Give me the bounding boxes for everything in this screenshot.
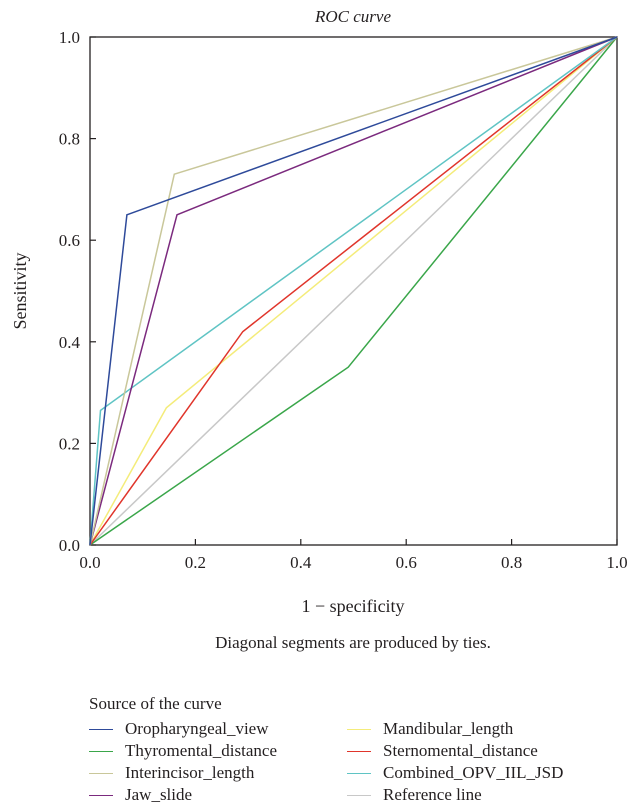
series-line-mandibular-length — [89, 36, 618, 546]
legend-label: Reference line — [383, 785, 482, 804]
plot-frame — [89, 36, 618, 546]
y-tick-label: 1.0 — [59, 28, 80, 47]
series-line-interincisor-length — [89, 36, 618, 546]
y-tick-label: 0.8 — [59, 130, 80, 149]
legend-item: Mandibular_length — [347, 718, 607, 740]
series-line-reference-line — [89, 36, 618, 546]
y-tick-label: 0.0 — [59, 536, 80, 555]
legend: Source of the curve Oropharyngeal_view Ma… — [89, 694, 629, 806]
y-axis-label: Sensitivity — [10, 252, 30, 329]
legend-item: Interincisor_length — [89, 762, 347, 784]
legend-swatch — [89, 772, 113, 774]
legend-item: Reference line — [347, 784, 607, 806]
series-line-thyromental-distance — [89, 36, 618, 546]
legend-swatch — [347, 728, 371, 730]
series-line-sternomental-distance — [89, 36, 618, 546]
x-tick-label: 0.8 — [501, 553, 522, 572]
y-tick-label: 0.4 — [59, 333, 81, 352]
x-tick-label: 0.2 — [185, 553, 206, 572]
legend-label: Combined_OPV_IIL_JSD — [383, 763, 564, 782]
series-line-combined-opv-iil-jsd — [89, 36, 618, 546]
legend-label: Sternomental_distance — [383, 741, 538, 760]
chart-note: Diagonal segments are produced by ties. — [215, 633, 491, 652]
y-tick-label: 0.6 — [59, 231, 80, 250]
series-line-jaw-slide — [89, 36, 618, 546]
x-tick-label: 0.4 — [290, 553, 312, 572]
legend-label: Interincisor_length — [125, 763, 255, 782]
legend-item: Oropharyngeal_view — [89, 718, 347, 740]
legend-swatch — [89, 728, 113, 730]
legend-label: Thyromental_distance — [125, 741, 278, 760]
legend-label: Oropharyngeal_view — [125, 719, 269, 738]
x-tick-label: 1.0 — [606, 553, 627, 572]
legend-item: Combined_OPV_IIL_JSD — [347, 762, 607, 784]
x-axis-label: 1 − specificity — [301, 596, 404, 616]
legend-title: Source of the curve — [89, 694, 222, 713]
series-line-oropharyngeal-view — [89, 36, 618, 546]
x-tick-label: 0.0 — [79, 553, 100, 572]
legend-item: Sternomental_distance — [347, 740, 607, 762]
y-tick-label: 0.2 — [59, 434, 80, 453]
legend-item: Thyromental_distance — [89, 740, 347, 762]
legend-item: Jaw_slide — [89, 784, 347, 806]
x-tick-label: 0.6 — [396, 553, 417, 572]
legend-entries: Oropharyngeal_view Mandibular_length Thyro… — [89, 718, 629, 806]
chart-title: ROC curve — [314, 7, 391, 26]
legend-label: Mandibular_length — [383, 719, 514, 738]
legend-swatch — [89, 750, 113, 752]
legend-swatch — [347, 750, 371, 752]
legend-swatch — [347, 772, 371, 774]
legend-label: Jaw_slide — [125, 785, 193, 804]
